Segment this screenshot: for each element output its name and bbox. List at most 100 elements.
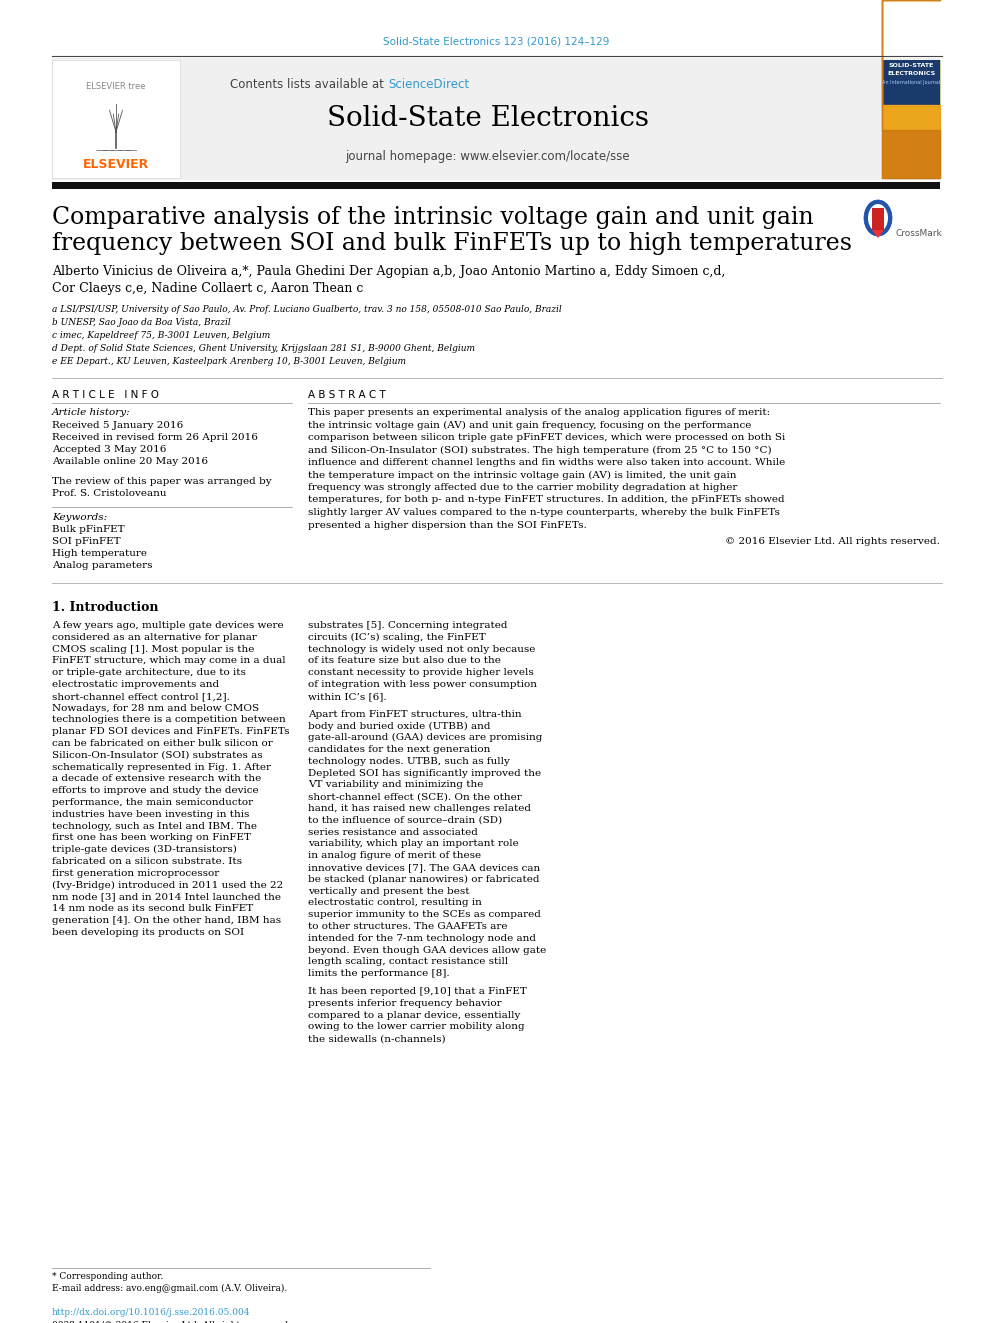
Text: An International Journal: An International Journal [882,79,940,85]
Text: constant necessity to provide higher levels: constant necessity to provide higher lev… [308,668,534,677]
Text: of integration with less power consumption: of integration with less power consumpti… [308,680,537,689]
Text: ELSEVIER: ELSEVIER [83,157,149,171]
Bar [52,60,180,179]
Text: Alberto Vinicius de Oliveira a,*, Paula Ghedini Der Agopian a,b, Joao Antonio Ma: Alberto Vinicius de Oliveira a,*, Paula … [52,265,725,278]
Text: be stacked (planar nanowires) or fabricated: be stacked (planar nanowires) or fabrica… [308,875,540,884]
Bar [52,58,940,180]
Text: the temperature impact on the intrinsic voltage gain (AV) is limited, the unit g: the temperature impact on the intrinsic … [308,471,736,480]
Text: circuits (IC’s) scaling, the FinFET: circuits (IC’s) scaling, the FinFET [308,632,486,642]
Text: 0038-1101/© 2016 Elsevier Ltd. All rights reserved.: 0038-1101/© 2016 Elsevier Ltd. All right… [52,1320,291,1323]
Text: performance, the main semiconductor: performance, the main semiconductor [52,798,253,807]
Text: ELECTRONICS: ELECTRONICS [887,71,935,75]
Text: intended for the 7-nm technology node and: intended for the 7-nm technology node an… [308,934,536,943]
Text: to other structures. The GAAFETs are: to other structures. The GAAFETs are [308,922,508,931]
Text: a decade of extensive research with the: a decade of extensive research with the [52,774,261,783]
Text: nm node [3] and in 2014 Intel launched the: nm node [3] and in 2014 Intel launched t… [52,893,281,901]
Text: substrates [5]. Concerning integrated: substrates [5]. Concerning integrated [308,620,508,630]
Text: industries have been investing in this: industries have been investing in this [52,810,249,819]
Text: first generation microprocessor: first generation microprocessor [52,869,219,877]
Text: body and buried oxide (UTBB) and: body and buried oxide (UTBB) and [308,721,490,730]
Text: triple-gate devices (3D-transistors): triple-gate devices (3D-transistors) [52,845,237,855]
Text: Apart from FinFET structures, ultra-thin: Apart from FinFET structures, ultra-thin [308,709,522,718]
Bar [882,60,940,105]
Bar [52,183,940,189]
Text: b UNESP, Sao Joao da Boa Vista, Brazil: b UNESP, Sao Joao da Boa Vista, Brazil [52,318,231,327]
Text: Nowadays, for 28 nm and below CMOS: Nowadays, for 28 nm and below CMOS [52,704,259,713]
Text: first one has been working on FinFET: first one has been working on FinFET [52,833,251,843]
Text: journal homepage: www.elsevier.com/locate/sse: journal homepage: www.elsevier.com/locat… [345,149,630,163]
Text: limits the performance [8].: limits the performance [8]. [308,970,449,978]
Text: superior immunity to the SCEs as compared: superior immunity to the SCEs as compare… [308,910,541,919]
Text: Comparative analysis of the intrinsic voltage gain and unit gain: Comparative analysis of the intrinsic vo… [52,206,813,229]
Text: d Dept. of Solid State Sciences, Ghent University, Krijgslaan 281 S1, B-9000 Ghe: d Dept. of Solid State Sciences, Ghent U… [52,344,475,353]
Text: presented a higher dispersion than the SOI FinFETs.: presented a higher dispersion than the S… [308,520,586,529]
Text: Received 5 January 2016: Received 5 January 2016 [52,421,184,430]
Text: planar FD SOI devices and FinFETs. FinFETs: planar FD SOI devices and FinFETs. FinFE… [52,728,290,736]
Text: electrostatic control, resulting in: electrostatic control, resulting in [308,898,482,908]
Text: (Ivy-Bridge) introduced in 2011 used the 22: (Ivy-Bridge) introduced in 2011 used the… [52,881,284,890]
Text: E-mail address: avo.eng@gmail.com (A.V. Oliveira).: E-mail address: avo.eng@gmail.com (A.V. … [52,1285,288,1293]
Text: c imec, Kapeldreef 75, B-3001 Leuven, Belgium: c imec, Kapeldreef 75, B-3001 Leuven, Be… [52,331,270,340]
Text: High temperature: High temperature [52,549,147,558]
Bar [872,208,884,230]
Text: and Silicon-On-Insulator (SOI) substrates. The high temperature (from 25 °C to 1: and Silicon-On-Insulator (SOI) substrate… [308,446,772,455]
Text: Article history:: Article history: [52,407,131,417]
Text: can be fabricated on either bulk silicon or: can be fabricated on either bulk silicon… [52,740,273,747]
Text: technology is widely used not only because: technology is widely used not only becau… [308,644,536,654]
Text: a LSI/PSI/USP, University of Sao Paulo, Av. Prof. Luciano Gualberto, trav. 3 no : a LSI/PSI/USP, University of Sao Paulo, … [52,306,561,314]
Text: A few years ago, multiple gate devices were: A few years ago, multiple gate devices w… [52,620,284,630]
Text: frequency between SOI and bulk FinFETs up to high temperatures: frequency between SOI and bulk FinFETs u… [52,232,852,255]
Polygon shape [872,230,884,238]
Text: * Corresponding author.: * Corresponding author. [52,1271,164,1281]
Text: presents inferior frequency behavior: presents inferior frequency behavior [308,999,502,1008]
Text: electrostatic improvements and: electrostatic improvements and [52,680,219,689]
Text: Cor Claeys c,e, Nadine Collaert c, Aaron Thean c: Cor Claeys c,e, Nadine Collaert c, Aaron… [52,282,363,295]
Text: beyond. Even though GAA devices allow gate: beyond. Even though GAA devices allow ga… [308,946,547,955]
Text: frequency was strongly affected due to the carrier mobility degradation at highe: frequency was strongly affected due to t… [308,483,737,492]
Text: FinFET structure, which may come in a dual: FinFET structure, which may come in a du… [52,656,286,665]
Text: technology, such as Intel and IBM. The: technology, such as Intel and IBM. The [52,822,257,831]
Text: to the influence of source–drain (SD): to the influence of source–drain (SD) [308,816,502,824]
Text: Contents lists available at: Contents lists available at [230,78,388,91]
Text: Depleted SOI has significantly improved the: Depleted SOI has significantly improved … [308,769,541,778]
Text: or triple-gate architecture, due to its: or triple-gate architecture, due to its [52,668,246,677]
Text: of its feature size but also due to the: of its feature size but also due to the [308,656,501,665]
Text: Analog parameters: Analog parameters [52,561,153,570]
Text: Received in revised form 26 April 2016: Received in revised form 26 April 2016 [52,433,258,442]
Text: in analog figure of merit of these: in analog figure of merit of these [308,851,481,860]
Ellipse shape [868,204,888,232]
Text: CrossMark: CrossMark [896,229,942,238]
Text: series resistance and associated: series resistance and associated [308,828,478,836]
Text: CMOS scaling [1]. Most popular is the: CMOS scaling [1]. Most popular is the [52,644,254,654]
Text: been developing its products on SOI: been developing its products on SOI [52,927,244,937]
Text: within IC’s [6].: within IC’s [6]. [308,692,387,701]
Ellipse shape [864,200,892,235]
Text: compared to a planar device, essentially: compared to a planar device, essentially [308,1011,521,1020]
Text: gate-all-around (GAA) devices are promising: gate-all-around (GAA) devices are promis… [308,733,543,742]
Text: variability, which play an important role: variability, which play an important rol… [308,839,519,848]
Text: technology nodes. UTBB, such as fully: technology nodes. UTBB, such as fully [308,757,510,766]
Text: A B S T R A C T: A B S T R A C T [308,390,386,400]
Text: 14 nm node as its second bulk FinFET: 14 nm node as its second bulk FinFET [52,904,253,913]
Text: candidates for the next generation: candidates for the next generation [308,745,490,754]
Text: length scaling, contact resistance still: length scaling, contact resistance still [308,958,508,966]
Text: ELSEVIER tree: ELSEVIER tree [86,82,146,91]
Text: Accepted 3 May 2016: Accepted 3 May 2016 [52,445,167,454]
Text: Silicon-On-Insulator (SOI) substrates as: Silicon-On-Insulator (SOI) substrates as [52,750,263,759]
Text: considered as an alternative for planar: considered as an alternative for planar [52,632,257,642]
Text: efforts to improve and study the device: efforts to improve and study the device [52,786,259,795]
Text: http://dx.doi.org/10.1016/j.sse.2016.05.004: http://dx.doi.org/10.1016/j.sse.2016.05.… [52,1308,251,1316]
Text: influence and different channel lengths and fin widths were also taken into acco: influence and different channel lengths … [308,458,786,467]
Text: schematically represented in Fig. 1. After: schematically represented in Fig. 1. Aft… [52,762,271,771]
Text: © 2016 Elsevier Ltd. All rights reserved.: © 2016 Elsevier Ltd. All rights reserved… [725,537,940,546]
Text: Bulk pFinFET: Bulk pFinFET [52,525,125,534]
Text: SOLID-STATE: SOLID-STATE [889,64,933,67]
Text: short-channel effect control [1,2].: short-channel effect control [1,2]. [52,692,230,701]
Text: technologies there is a competition between: technologies there is a competition betw… [52,716,286,725]
Text: VT variability and minimizing the: VT variability and minimizing the [308,781,483,790]
Text: slightly larger AV values compared to the n-type counterparts, whereby the bulk : slightly larger AV values compared to th… [308,508,780,517]
Text: temperatures, for both p- and n-type FinFET structures. In addition, the pFinFET: temperatures, for both p- and n-type Fin… [308,496,785,504]
Text: This paper presents an experimental analysis of the analog application figures o: This paper presents an experimental anal… [308,407,770,417]
Text: vertically and present the best: vertically and present the best [308,886,469,896]
Text: Solid-State Electronics: Solid-State Electronics [327,105,649,132]
